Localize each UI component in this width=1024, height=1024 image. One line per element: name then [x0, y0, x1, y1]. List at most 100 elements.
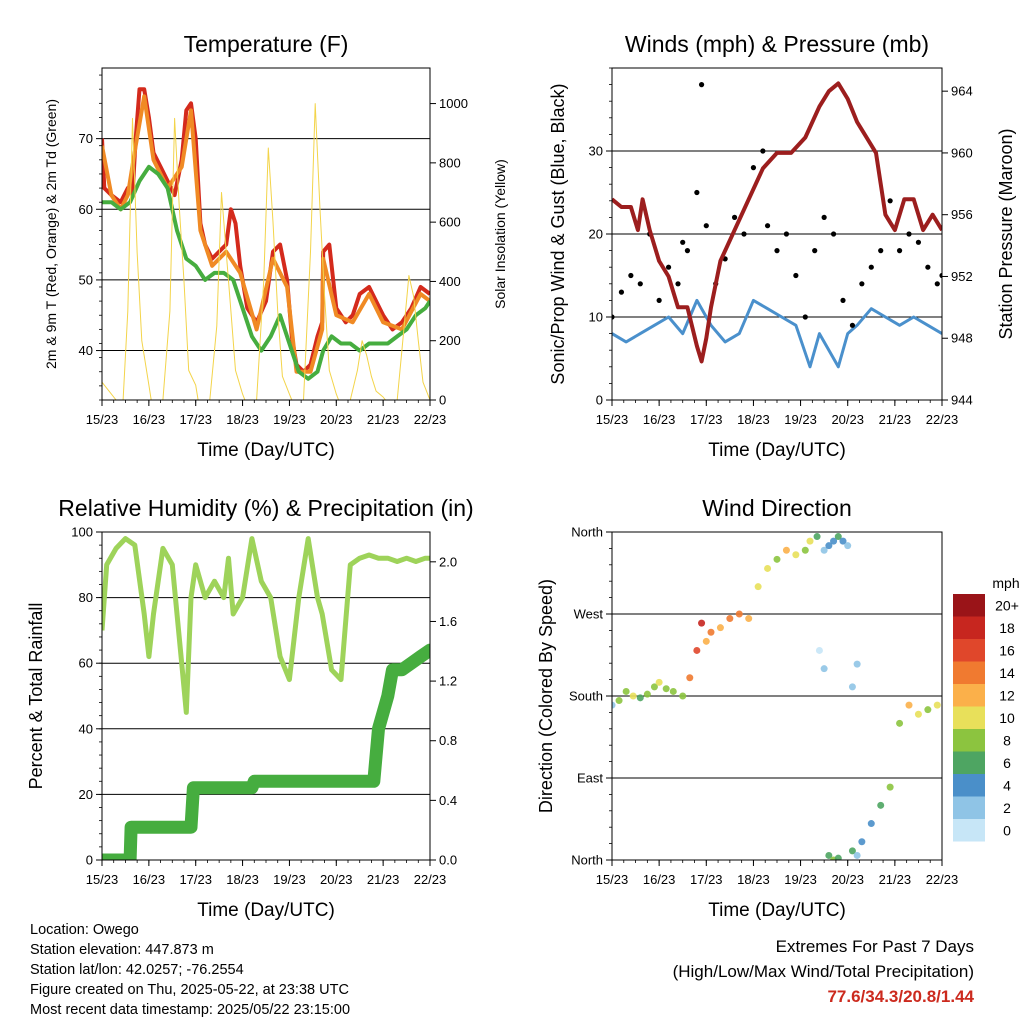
x-tick-label: 21/23	[879, 872, 912, 887]
temperature-frame	[101, 67, 431, 401]
winds-plot-area	[612, 81, 942, 369]
x-tick-label: 18/23	[226, 412, 259, 427]
direction-point	[636, 694, 644, 702]
colorbar-segment	[953, 706, 985, 729]
y-tick-label: 20	[79, 787, 93, 802]
gust-point	[731, 214, 738, 220]
y-right-tick-label: 800	[439, 155, 461, 170]
direction-point	[820, 665, 828, 673]
y-right-tick-label: 956	[951, 207, 973, 222]
gust-point	[906, 231, 912, 237]
x-tick-label: 16/23	[643, 872, 676, 887]
gust-point	[774, 248, 780, 254]
temperature-ylabel-right: Solar Insolation (Yellow)	[492, 159, 508, 309]
colorbar-segment	[953, 819, 985, 842]
direction-point	[612, 701, 616, 709]
extremes-subtitle: (High/Low/Max Wind/Total Precipitation)	[672, 962, 974, 981]
direction-point	[815, 646, 823, 654]
y-right-tick-label: 944	[951, 393, 973, 408]
gust-point	[698, 82, 705, 88]
x-tick-label: 22/23	[926, 872, 959, 887]
temperature-plot-area	[102, 87, 430, 400]
winds-title: Winds (mph) & Pressure (mb)	[625, 31, 929, 57]
direction-point	[629, 692, 637, 700]
y-tick-label: North	[571, 525, 603, 540]
series-line-2	[102, 164, 430, 381]
direction-point	[839, 537, 847, 545]
direction-point	[773, 555, 781, 563]
direction-point	[853, 851, 861, 859]
direction-point	[669, 687, 677, 695]
direction-point	[735, 610, 743, 618]
x-tick-label: 17/23	[690, 412, 723, 427]
direction-point	[867, 820, 875, 828]
gust-point	[887, 198, 893, 204]
y-tick-label: 100	[71, 525, 93, 540]
gust-point	[694, 189, 700, 196]
gust-point	[793, 272, 799, 279]
colorbar-label: 10	[999, 710, 1015, 726]
gust-point	[684, 248, 691, 254]
y-tick-label: 80	[79, 590, 93, 605]
direction-point	[830, 537, 838, 545]
direction-point	[792, 551, 800, 559]
direction-point	[707, 628, 715, 636]
series-line-0	[612, 298, 942, 369]
colorbar-title: mph	[992, 575, 1019, 591]
direction-point	[825, 851, 833, 859]
direction-point	[679, 692, 687, 700]
colorbar-label: 20+	[995, 597, 1019, 613]
direction-point	[905, 701, 913, 709]
x-tick-label: 16/23	[643, 412, 676, 427]
colorbar-segment	[953, 796, 985, 819]
gust-point	[821, 214, 827, 220]
colorbar-segment	[953, 751, 985, 774]
x-tick-label: 16/23	[133, 412, 166, 427]
wind-direction-ylabel: Direction (Colored By Speed)	[536, 579, 556, 813]
gust-point	[859, 281, 865, 287]
y-tick-label: 30	[589, 144, 603, 159]
colorbar-segment	[953, 729, 985, 752]
direction-point	[877, 801, 885, 809]
x-tick-label: 18/23	[737, 872, 770, 887]
y-tick-label: 60	[79, 202, 93, 217]
y-tick-label: North	[571, 853, 603, 868]
direction-point	[702, 637, 710, 645]
y-tick-label: 0	[596, 393, 603, 408]
direction-point	[834, 533, 842, 541]
gust-point	[618, 289, 625, 295]
y-tick-label: 70	[79, 131, 93, 146]
direction-point	[848, 683, 856, 691]
y-right-tick-label: 2.0	[439, 554, 457, 569]
x-tick-label: 15/23	[86, 412, 119, 427]
gust-point	[703, 223, 709, 229]
direction-point	[886, 783, 894, 791]
colorbar-label: 14	[999, 665, 1015, 681]
direction-point	[698, 619, 706, 627]
y-tick-label: 60	[79, 656, 93, 671]
y-right-tick-label: 0.8	[439, 733, 457, 748]
y-tick-label: 10	[589, 310, 603, 325]
gust-point	[840, 297, 846, 303]
wind-direction-frame	[611, 531, 943, 861]
x-tick-label: 20/23	[831, 872, 864, 887]
temperature-panel: Temperature (F) 40 50 60 70 0 200 400 600 800 1000…	[43, 31, 508, 461]
x-tick-label: 19/23	[784, 412, 817, 427]
direction-point	[848, 847, 856, 855]
y-tick-label: East	[577, 771, 603, 786]
gust-point	[878, 248, 884, 254]
colorbar-label: 8	[1003, 732, 1011, 748]
x-tick-label: 21/23	[367, 412, 400, 427]
y-right-tick-label: 952	[951, 269, 973, 284]
colorbar-segment	[953, 774, 985, 797]
y-right-tick-label: 1.6	[439, 614, 457, 629]
colorbar-segment	[953, 661, 985, 684]
direction-point	[914, 710, 922, 718]
gust-point	[939, 272, 942, 279]
gust-point	[612, 314, 615, 320]
direction-point	[662, 685, 670, 693]
x-tick-label: 21/23	[879, 412, 912, 427]
elevation-text: Station elevation: 447.873 m	[30, 942, 214, 958]
direction-point	[716, 624, 724, 632]
x-tick-label: 22/23	[926, 412, 959, 427]
